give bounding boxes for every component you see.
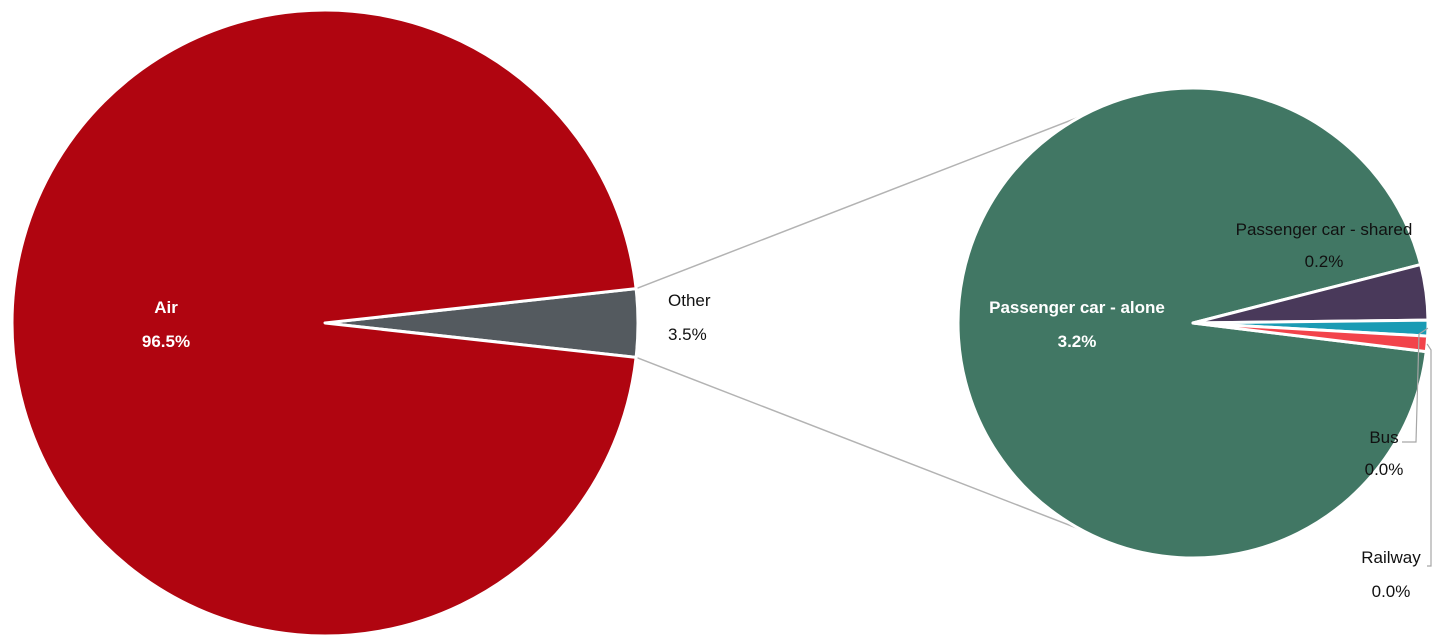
label-railway-name: Railway (1361, 548, 1421, 567)
label-air-value: 96.5% (142, 332, 190, 351)
leader-line-railway (1426, 343, 1432, 567)
breakdown-pie (956, 86, 1430, 560)
breakdown-connector-lines (635, 94, 1137, 552)
slice-railway (1191, 321, 1430, 354)
leader-lines (1402, 327, 1432, 567)
label-bus-value: 0.0% (1365, 460, 1404, 479)
connector-line-bottom (635, 356, 1137, 552)
label-passenger-car-alone-value: 3.2% (1058, 332, 1097, 351)
label-railway-value: 0.0% (1372, 582, 1411, 601)
data-labels: Air 96.5% Other 3.5% Passenger car - alo… (142, 220, 1421, 601)
label-other-name: Other (668, 291, 711, 310)
connector-line-top (635, 94, 1137, 290)
label-bus-name: Bus (1369, 428, 1398, 447)
main-pie (10, 8, 640, 635)
slice-air (10, 8, 638, 635)
label-passenger-car-alone-name: Passenger car - alone (989, 298, 1165, 317)
leader-line-bus (1402, 327, 1429, 443)
label-other-value: 3.5% (668, 325, 707, 344)
label-passenger-car-shared-value: 0.2% (1305, 252, 1344, 271)
label-air-name: Air (154, 298, 178, 317)
label-passenger-car-shared-name: Passenger car - shared (1236, 220, 1413, 239)
